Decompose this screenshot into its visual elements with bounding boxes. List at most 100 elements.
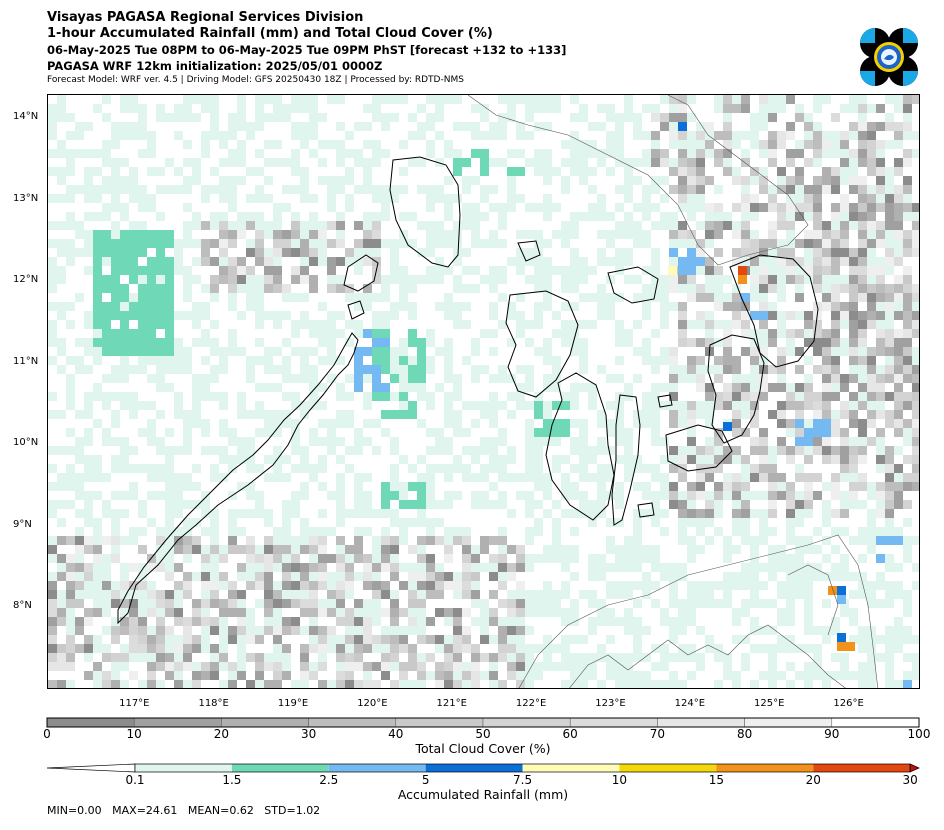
grid-cell (543, 491, 552, 500)
grid-cell (570, 392, 579, 401)
grid-cell (705, 581, 714, 590)
grid-cell (822, 392, 831, 401)
grid-cell (768, 248, 777, 257)
grid-cell (534, 446, 543, 455)
grid-cell (516, 320, 525, 329)
grid-cell (192, 374, 201, 383)
grid-cell (738, 275, 747, 284)
grid-cell (804, 500, 813, 509)
grid-cell (417, 365, 426, 374)
grid-cell (579, 446, 588, 455)
grid-cell (867, 131, 876, 140)
grid-cell (201, 239, 210, 248)
grid-cell (588, 653, 597, 662)
grid-cell (462, 446, 471, 455)
grid-cell (759, 329, 768, 338)
grid-cell (822, 383, 831, 392)
grid-cell (525, 365, 534, 374)
grid-cell (408, 653, 417, 662)
grid-cell (246, 572, 255, 581)
grid-cell (120, 680, 129, 688)
grid-cell (57, 410, 66, 419)
grid-cell (660, 644, 669, 653)
grid-cell (885, 446, 894, 455)
grid-cell (840, 671, 849, 680)
grid-cell (867, 302, 876, 311)
coastlines (117, 156, 819, 625)
grid-cell (525, 446, 534, 455)
grid-cell (615, 554, 624, 563)
grid-cell (66, 608, 75, 617)
grid-cell (309, 662, 318, 671)
grid-cell (129, 653, 138, 662)
grid-cell (435, 95, 444, 104)
grid-cell (471, 653, 480, 662)
grid-cell (525, 464, 534, 473)
grid-cell (255, 311, 264, 320)
grid-cell (912, 473, 919, 482)
grid-cell (228, 527, 237, 536)
grid-cell (885, 230, 894, 239)
grid-cell (183, 500, 192, 509)
grid-cell (525, 437, 534, 446)
grid-cell (309, 671, 318, 680)
grid-cell (876, 257, 885, 266)
grid-cell (831, 302, 840, 311)
grid-cell (705, 455, 714, 464)
grid-cell (345, 257, 354, 266)
grid-cell (489, 500, 498, 509)
grid-cell (201, 572, 210, 581)
grid-cell (336, 590, 345, 599)
grid-cell (57, 518, 66, 527)
grid-cell (120, 626, 129, 635)
grid-cell (696, 167, 705, 176)
grid-cell (678, 113, 687, 122)
grid-cell (147, 203, 156, 212)
grid-cell (381, 527, 390, 536)
grid-cell (588, 662, 597, 671)
grid-cell (795, 185, 804, 194)
grid-cell (660, 680, 669, 688)
grid-cell (120, 455, 129, 464)
grid-cell (93, 644, 102, 653)
grid-cell (678, 446, 687, 455)
grid-cell (822, 248, 831, 257)
grid-cell (147, 194, 156, 203)
grid-cell (570, 509, 579, 518)
grid-cell (300, 455, 309, 464)
grid-cell (543, 158, 552, 167)
grid-cell (408, 518, 417, 527)
grid-cell (606, 212, 615, 221)
grid-cell (633, 671, 642, 680)
grid-cell (309, 617, 318, 626)
grid-cell (282, 527, 291, 536)
grid-cell (912, 320, 919, 329)
grid-cell (75, 554, 84, 563)
grid-cell (291, 491, 300, 500)
grid-cell (57, 176, 66, 185)
grid-cell (822, 140, 831, 149)
grid-cell (597, 599, 606, 608)
grid-cell (651, 554, 660, 563)
grid-cell (300, 572, 309, 581)
grid-cell (138, 248, 147, 257)
grid-cell (615, 617, 624, 626)
grid-cell (570, 302, 579, 311)
grid-cell (453, 581, 462, 590)
grid-cell (867, 212, 876, 221)
grid-cell (183, 482, 192, 491)
grid-cell (885, 203, 894, 212)
grid-cell (57, 653, 66, 662)
grid-cell (597, 446, 606, 455)
grid-cell (786, 455, 795, 464)
grid-cell (111, 257, 120, 266)
grid-cell (696, 365, 705, 374)
grid-cell (462, 203, 471, 212)
grid-cell (93, 239, 102, 248)
grid-cell (867, 419, 876, 428)
grid-cell (147, 473, 156, 482)
grid-cell (777, 329, 786, 338)
grid-cell (561, 554, 570, 563)
grid-cell (795, 365, 804, 374)
grid-cell (372, 104, 381, 113)
